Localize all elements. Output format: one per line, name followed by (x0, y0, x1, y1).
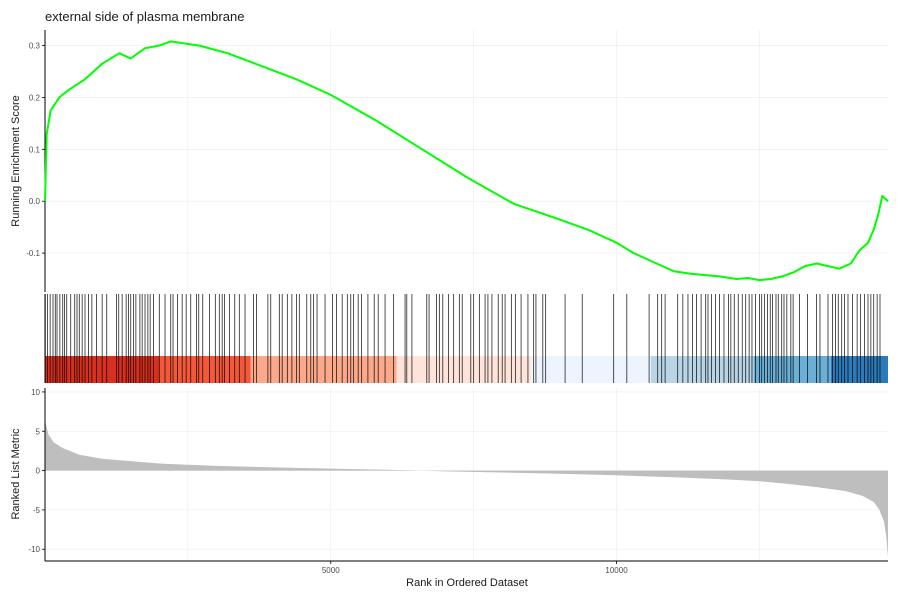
ranked-metric-y-tick-label: -5 (33, 506, 41, 515)
ranked-metric-area (45, 419, 888, 558)
ranked-metric-y-axis: -10 -5 0 5 10 (28, 388, 46, 561)
rank-x-tick-label: 5000 (322, 566, 340, 575)
rank-color-band (830, 356, 888, 383)
ranked-metric-fill (45, 419, 888, 558)
chart-title: external side of plasma membrane (45, 9, 244, 24)
rank-color-band (250, 356, 397, 383)
running-score-line (44, 40, 889, 282)
running-score-y-tick-label: 0.1 (29, 145, 41, 154)
ranked-metric-y-tick-label: 0 (36, 467, 41, 476)
x-axis-label: Rank in Ordered Dataset (406, 577, 528, 589)
running-score-y-tick-label: -0.1 (26, 249, 40, 258)
ranked-metric-panel: -10 -5 0 5 10 5000 10000 Ranked List Metric R… (10, 388, 888, 589)
rank-x-axis: 5000 10000 (45, 560, 888, 575)
ranked-metric-y-tick-label: 10 (31, 388, 40, 397)
running-score-y-tick-label: 0.2 (29, 93, 41, 102)
ranked-metric-y-tick-label: 5 (36, 427, 41, 436)
rank-color-band (530, 356, 651, 383)
running-score-panel: -0.1 0.0 0.1 0.2 0.3 Running Enrichment Scor… (10, 30, 889, 292)
rank-color-band (396, 356, 531, 383)
rank-color-band (159, 356, 251, 383)
running-score-grid (45, 30, 888, 292)
rank-color-band (650, 356, 754, 383)
ranked-metric-y-label: Ranked List Metric (10, 428, 22, 520)
running-score-y-axis: -0.1 0.0 0.1 0.2 0.3 (26, 30, 46, 292)
gene-hit-panel (44, 294, 888, 383)
rank-color-band (753, 356, 831, 383)
running-score-y-label: Running Enrichment Score (10, 95, 22, 226)
running-score-y-tick-label: 0.3 (29, 42, 41, 51)
running-score-curve (44, 40, 889, 282)
rank-x-tick-label: 10000 (605, 566, 628, 575)
gene-hit-marks (44, 294, 881, 383)
ranked-metric-y-tick-label: -10 (28, 545, 40, 554)
running-score-y-tick-label: 0.0 (29, 197, 41, 206)
